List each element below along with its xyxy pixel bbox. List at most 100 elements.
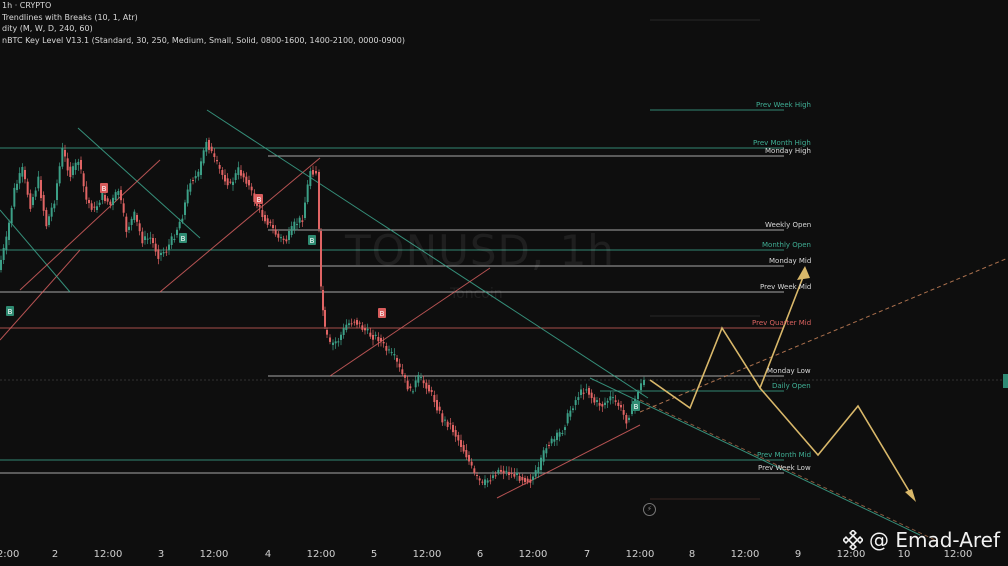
candle-body — [114, 192, 117, 200]
candle-body — [0, 259, 2, 270]
candle-body — [580, 389, 582, 395]
candle-body — [181, 218, 184, 222]
candle-body — [296, 224, 298, 226]
x-tick-label: 12:00 — [199, 549, 229, 560]
candle-body — [315, 171, 317, 174]
candle-body — [34, 190, 37, 197]
x-tick-label: 2 — [51, 549, 59, 560]
candle-body — [510, 473, 513, 474]
candle-body — [8, 222, 10, 240]
candle-body — [101, 191, 104, 200]
x-tick-label: 9 — [794, 549, 802, 560]
candle-body — [61, 147, 64, 167]
trendline — [159, 157, 321, 293]
candle-body — [288, 231, 290, 240]
candle-body — [414, 380, 417, 388]
candle-body — [452, 425, 454, 433]
candle-body — [242, 173, 245, 178]
dashed-trendline — [639, 257, 1008, 413]
level-label: Monthly Open — [762, 241, 811, 249]
candle-body — [178, 221, 181, 229]
candle-body — [324, 310, 326, 327]
break-marker-text: B — [102, 185, 107, 193]
brand-watermark: @ Emad-Aref — [842, 528, 1000, 552]
candle-body — [98, 202, 101, 205]
break-marker-text: B — [8, 308, 13, 316]
candle-body — [444, 419, 446, 421]
candle-body — [470, 461, 473, 466]
legend-key-level[interactable]: nBTC Key Level V13.1 (Standard, 30, 250,… — [2, 35, 405, 45]
break-marker-box — [255, 194, 263, 204]
legend-symbol: 1h · CRYPTO — [2, 1, 52, 10]
candle-body — [232, 181, 234, 185]
candle-body — [548, 445, 550, 446]
candle-body — [141, 231, 144, 244]
candle-body — [216, 160, 218, 162]
legend-liquidity[interactable]: dity (M, W, D, 240, 60) — [2, 24, 93, 33]
candle-body — [48, 216, 50, 225]
candle-body — [620, 405, 622, 408]
x-tick-label: 5 — [370, 549, 378, 560]
candle-body — [37, 176, 40, 189]
candle-body — [614, 400, 617, 402]
candle-body — [441, 413, 444, 423]
candle-body — [361, 325, 364, 330]
candle-body — [380, 338, 382, 342]
candle-body — [261, 210, 264, 218]
candle-body — [564, 427, 566, 430]
candle-body — [486, 480, 489, 483]
candle-body — [385, 346, 388, 351]
flash-icon[interactable]: ⚡ — [643, 503, 656, 516]
candle-body — [210, 146, 213, 152]
candle-body — [332, 342, 334, 345]
candle-body — [218, 165, 221, 169]
candle-body — [229, 181, 232, 183]
candle-body — [109, 201, 112, 205]
candle-body — [226, 178, 229, 186]
break-marker-bear: B — [378, 308, 386, 318]
candle-body — [282, 238, 285, 240]
price-scale-handle[interactable] — [1003, 374, 1008, 388]
candle-body — [72, 166, 74, 175]
level-label: Prev Quarter Mid — [752, 319, 812, 327]
candle-body — [377, 337, 380, 342]
candle-body — [234, 173, 237, 180]
candle-body — [481, 481, 484, 483]
candle-body — [393, 354, 396, 356]
candle-body — [353, 321, 356, 323]
candle-body — [26, 181, 29, 195]
candle-body — [69, 166, 72, 177]
trendline — [496, 424, 641, 499]
break-marker-box — [308, 235, 316, 245]
candle-body — [16, 183, 18, 190]
candle-body — [154, 243, 157, 252]
candle-body — [460, 440, 462, 448]
candle-body — [21, 166, 24, 177]
candle-body — [66, 158, 69, 171]
candle-body — [274, 229, 277, 235]
candle-body — [138, 223, 141, 232]
candle-body — [356, 320, 358, 325]
candle-body — [221, 170, 224, 175]
candle-body — [202, 150, 205, 164]
candle-body — [298, 217, 301, 223]
x-tick-label: 12:00 — [943, 549, 973, 560]
candle-body — [433, 395, 436, 403]
candle-body — [446, 421, 449, 427]
candle-body — [590, 392, 593, 398]
candle-body — [643, 379, 645, 385]
candle-body — [184, 202, 186, 215]
candle-body — [388, 349, 390, 351]
candle-body — [524, 478, 526, 483]
break-marker-bull: B — [6, 306, 14, 316]
candle-body — [312, 170, 314, 175]
candle-body — [516, 472, 518, 475]
candle-body — [401, 369, 404, 375]
candle-body — [390, 352, 393, 354]
candle-body — [532, 476, 534, 480]
legend-trendlines[interactable]: Trendlines with Breaks (10, 1, Atr) — [2, 12, 138, 22]
candle-body — [329, 337, 331, 342]
break-marker-bull: B — [308, 235, 316, 245]
candle-body — [285, 239, 288, 242]
